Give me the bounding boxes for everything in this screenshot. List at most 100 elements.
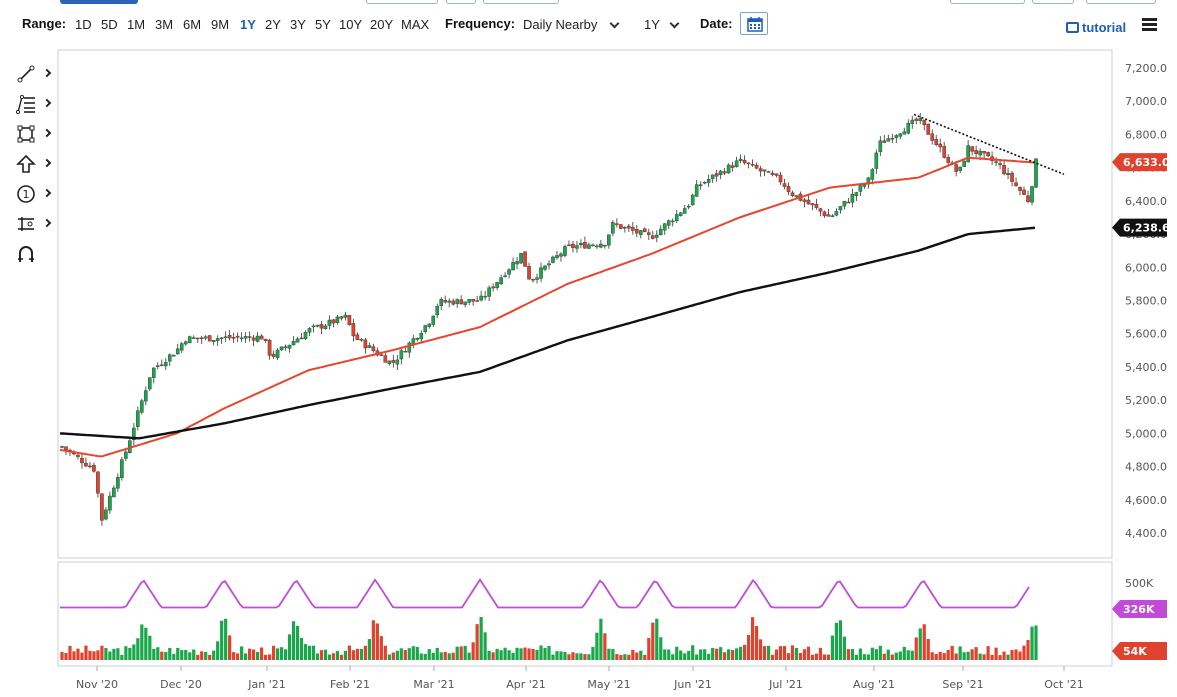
volume-bar — [423, 654, 427, 660]
candle-body — [451, 300, 455, 305]
range-1y[interactable]: 1Y — [240, 17, 256, 32]
volume-bar — [60, 651, 64, 660]
candle-body — [475, 300, 479, 302]
x-tick-label: Jun '21 — [673, 678, 712, 691]
volume-bar — [216, 641, 220, 660]
volume-bar — [419, 653, 423, 660]
candle-body — [315, 324, 320, 327]
annotation-tool[interactable]: 1 — [14, 182, 54, 206]
volume-bar — [188, 652, 192, 660]
last-price-tag-text: 6,633.0 — [1123, 156, 1170, 169]
volume-bar — [479, 616, 483, 660]
candle-body — [96, 471, 100, 494]
candle-body — [1006, 172, 1010, 175]
line-tool[interactable] — [14, 62, 54, 86]
volume-bar — [511, 652, 515, 660]
range-max[interactable]: MAX — [401, 17, 430, 32]
candle-body — [918, 118, 923, 122]
range-6m[interactable]: 6M — [183, 17, 202, 32]
volume-bar — [220, 620, 224, 660]
volume-bar — [798, 652, 803, 660]
svg-text:1: 1 — [23, 188, 30, 201]
x-tick-label: Oct '21 — [1044, 678, 1084, 691]
candle-body — [443, 299, 448, 303]
volume-bar — [986, 646, 990, 660]
volume-bar — [615, 653, 619, 660]
candle-body — [982, 151, 986, 154]
volume-bar — [715, 648, 719, 660]
volume-bar — [750, 617, 755, 660]
range-9m[interactable]: 9M — [211, 17, 230, 32]
candle-body — [591, 244, 595, 247]
candle-body — [962, 160, 966, 167]
volume-bar — [583, 654, 587, 660]
y-tick-label: 5,200.0 — [1125, 394, 1167, 407]
candle-body — [619, 224, 623, 229]
range-5d[interactable]: 5D — [101, 17, 118, 32]
y-tick-label: 5,400.0 — [1125, 361, 1167, 374]
magnet-tool[interactable] — [14, 242, 54, 266]
range-10y[interactable]: 10Y — [339, 17, 363, 32]
candle-body — [902, 131, 907, 135]
candle-body — [710, 174, 715, 179]
frequency-select[interactable]: Daily Nearby — [523, 17, 598, 32]
candle-body — [1022, 189, 1026, 195]
range-1m[interactable]: 1M — [127, 17, 146, 32]
volume-bar — [563, 652, 567, 660]
volume-bar — [1010, 650, 1014, 660]
candle-body — [974, 150, 978, 154]
volume-bar — [104, 648, 108, 660]
period-select[interactable]: 1Y — [644, 17, 660, 32]
rectangle-tool[interactable] — [14, 122, 54, 146]
range-3m[interactable]: 3M — [155, 17, 174, 32]
candle-body — [148, 377, 152, 390]
candle-body — [227, 334, 232, 339]
volume-bar — [359, 648, 363, 660]
volume-bar — [874, 649, 878, 660]
candle-body — [1026, 195, 1030, 202]
volume-bar — [778, 646, 783, 660]
hamburger-menu-icon[interactable] — [1142, 18, 1157, 32]
candle-body — [854, 192, 859, 196]
candle-body — [850, 194, 855, 203]
candle-body — [395, 359, 400, 365]
arrow-tool[interactable] — [14, 152, 54, 176]
range-5y[interactable]: 5Y — [315, 17, 331, 32]
volume-bar — [934, 653, 938, 660]
volume-bar — [938, 651, 942, 660]
range-20y[interactable]: 20Y — [370, 17, 394, 32]
range-3y[interactable]: 3Y — [290, 17, 306, 32]
candle-body — [718, 170, 723, 175]
candle-body — [355, 334, 360, 340]
ruler-tool-icon — [18, 217, 34, 231]
volume-bar — [870, 647, 874, 660]
y-tick-label: 6,400.0 — [1125, 195, 1167, 208]
fibonacci-tool[interactable] — [14, 92, 54, 116]
volume-bar — [942, 653, 946, 660]
volume-bar — [379, 636, 383, 660]
range-2y[interactable]: 2Y — [265, 17, 281, 32]
volume-bar — [926, 639, 930, 660]
volume-bar — [982, 654, 986, 660]
volume-bar — [559, 651, 563, 660]
volume-bar — [327, 654, 332, 660]
date-picker-button[interactable] — [740, 12, 768, 35]
candle-body — [267, 339, 272, 356]
candle-body — [922, 119, 927, 126]
candle-body — [694, 184, 699, 197]
candle-body — [387, 360, 392, 364]
ruler-tool[interactable] — [14, 212, 54, 236]
volume-bar — [647, 638, 651, 660]
tutorial-link[interactable]: tutorial — [1066, 20, 1126, 35]
candle-body — [319, 324, 324, 329]
price-panel — [57, 49, 1113, 559]
range-1d[interactable]: 1D — [75, 17, 92, 32]
volume-bar — [742, 644, 747, 660]
candle-body — [243, 336, 248, 339]
candle-body — [247, 336, 252, 338]
volume-bar — [120, 654, 124, 660]
candle-body — [479, 295, 483, 301]
volume-bar — [487, 650, 491, 660]
volume-bar — [279, 647, 284, 660]
